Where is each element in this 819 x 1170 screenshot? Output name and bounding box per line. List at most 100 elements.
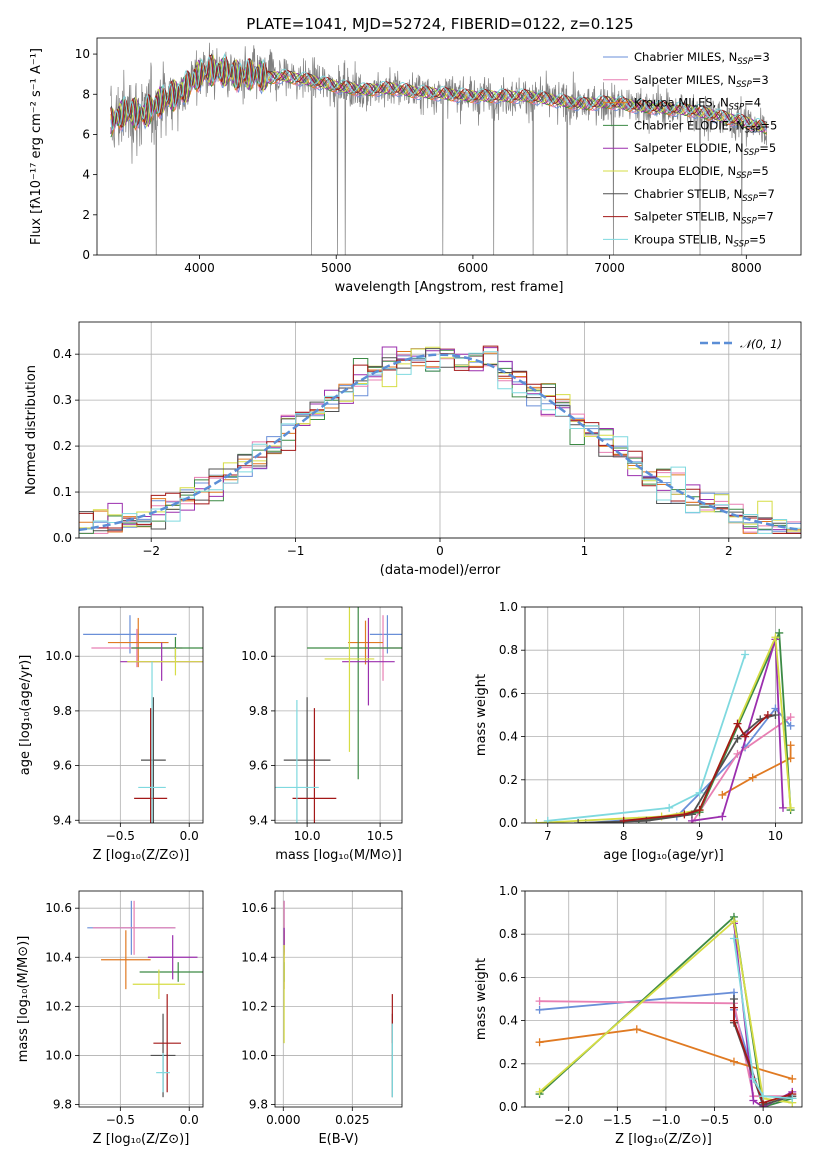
y-axis-label: Normed distribution bbox=[24, 365, 39, 495]
x-tick-label: 5000 bbox=[321, 261, 352, 275]
weight-marker bbox=[695, 806, 704, 815]
panel-age_vs_mass: 10.0 10.5 9.4 9.6 9.8 10.0 mass [log₁₀(M/M⊙)] bbox=[241, 606, 403, 863]
legend-label: 𝒩(0, 1) bbox=[740, 337, 782, 351]
y-axis-label: mass weight bbox=[474, 958, 489, 1040]
x-tick-label: 2 bbox=[725, 544, 733, 558]
x-tick-label: −2.0 bbox=[554, 1113, 583, 1127]
weight-marker bbox=[729, 1057, 738, 1066]
legend-label: Chabrier STELIB, NSSP=7 bbox=[634, 187, 775, 204]
weight-marker bbox=[535, 997, 544, 1006]
x-tick-label: −0.5 bbox=[106, 1113, 135, 1127]
y-tick-label: 9.8 bbox=[249, 1098, 268, 1112]
weight-marker bbox=[535, 1038, 544, 1047]
plot-area bbox=[110, 42, 768, 255]
x-tick-label: −0.5 bbox=[700, 1113, 729, 1127]
y-tick-label: 1.0 bbox=[499, 600, 518, 614]
weight-series bbox=[721, 745, 792, 796]
legend-label: Kroupa ELODIE, NSSP=5 bbox=[634, 164, 769, 181]
weight-marker bbox=[532, 819, 541, 823]
y-tick-label: 0 bbox=[82, 248, 90, 262]
plot-area bbox=[79, 345, 801, 538]
model-spectrum bbox=[110, 54, 768, 129]
y-tick-label: 0.2 bbox=[53, 439, 72, 453]
x-tick-label: −0.5 bbox=[106, 829, 135, 843]
y-tick-label: 9.8 bbox=[53, 1098, 72, 1112]
weight-marker bbox=[788, 1094, 797, 1103]
y-tick-label: 2 bbox=[82, 208, 90, 222]
weight-marker bbox=[729, 934, 738, 943]
y-tick-label: 0.0 bbox=[53, 531, 72, 545]
weight-marker bbox=[543, 816, 552, 823]
x-tick-label: 7 bbox=[544, 829, 552, 843]
x-tick-label: 1 bbox=[581, 544, 589, 558]
y-tick-label: 0.2 bbox=[499, 773, 518, 787]
weight-marker bbox=[535, 1005, 544, 1014]
weight-marker bbox=[535, 1087, 544, 1096]
weight-series bbox=[638, 632, 792, 822]
plot-area bbox=[275, 607, 402, 823]
y-tick-label: 10.0 bbox=[45, 649, 72, 663]
weight-series bbox=[691, 639, 784, 822]
weight-marker bbox=[680, 810, 689, 819]
y-tick-label: 0.1 bbox=[53, 485, 72, 499]
weight-marker bbox=[786, 741, 795, 750]
x-axis-label: Z [log₁₀(Z/Z⊙)] bbox=[93, 1132, 190, 1147]
weight-marker bbox=[729, 1016, 738, 1025]
weight-marker bbox=[775, 628, 784, 637]
y-tick-label: 4 bbox=[82, 168, 90, 182]
residual-histogram bbox=[79, 346, 801, 538]
weight-marker bbox=[788, 1074, 797, 1083]
y-tick-label: 0.0 bbox=[499, 816, 518, 830]
y-tick-label: 1.0 bbox=[499, 884, 518, 898]
weight-marker bbox=[718, 790, 727, 799]
weight-marker bbox=[729, 917, 738, 926]
y-tick-label: 10.6 bbox=[241, 901, 268, 915]
y-tick-label: 10.4 bbox=[45, 950, 72, 964]
weight-marker bbox=[749, 1074, 758, 1083]
x-tick-label: 10 bbox=[768, 829, 783, 843]
panel-residuals: −2 −1 0 1 2 0.0 0.1 0.2 0.3 0.4 (data-model)/error… bbox=[24, 321, 802, 578]
y-axis-label: age [log₁₀(age/yr)] bbox=[18, 655, 33, 776]
legend-label: Kroupa MILES, NSSP=4 bbox=[634, 96, 761, 113]
y-axis-label: mass weight bbox=[474, 674, 489, 756]
x-tick-label: 0.025 bbox=[335, 1113, 369, 1127]
legend-label: Kroupa STELIB, NSSP=5 bbox=[634, 232, 766, 249]
weight-marker bbox=[733, 734, 742, 743]
y-tick-label: 10.0 bbox=[241, 1048, 268, 1062]
x-tick-label: 0.000 bbox=[266, 1113, 300, 1127]
panel-spectrum: 4000 5000 6000 7000 8000 0 2 4 6 8 10 wavelength [A… bbox=[29, 37, 802, 295]
axes-frame bbox=[96, 37, 802, 256]
weight-marker bbox=[779, 803, 788, 812]
y-tick-label: 0.3 bbox=[53, 393, 72, 407]
y-axis-label: Flux [fλ10⁻¹⁷ erg cm⁻² s⁻¹ A⁻¹] bbox=[29, 48, 44, 245]
x-axis-label: age [log₁₀(age/yr)] bbox=[603, 848, 724, 863]
weight-series bbox=[733, 938, 793, 1100]
weight-marker bbox=[665, 803, 674, 812]
weight-marker bbox=[632, 1025, 641, 1034]
y-tick-label: 9.6 bbox=[249, 759, 268, 773]
model-spectrum bbox=[110, 53, 768, 130]
weight-marker bbox=[574, 819, 583, 823]
weight-marker bbox=[786, 803, 795, 812]
weight-series bbox=[585, 707, 792, 823]
plot-area bbox=[535, 912, 797, 1107]
y-tick-label: 0.6 bbox=[499, 686, 518, 700]
weight-marker bbox=[729, 995, 738, 1003]
y-tick-label: 10.0 bbox=[241, 649, 268, 663]
y-tick-label: 9.8 bbox=[53, 704, 72, 718]
x-tick-label: 0.0 bbox=[180, 1113, 199, 1127]
y-tick-label: 10.6 bbox=[45, 901, 72, 915]
x-tick-label: 0.0 bbox=[754, 1113, 773, 1127]
panel-mass_vs_Z: −0.5 0.0 9.8 10.0 10.2 10.4 10.6 Z [log₁₀(Z/Z⊙)… bbox=[16, 890, 204, 1147]
legend-label: Chabrier MILES, NSSP=3 bbox=[634, 50, 770, 67]
panel-age_vs_Z: −0.5 0.0 9.4 9.6 9.8 10.0 Z [log₁₀(Z/Z⊙)] age [… bbox=[18, 606, 204, 863]
axes-frame bbox=[274, 606, 403, 824]
weight-series bbox=[623, 714, 769, 822]
normal-curve bbox=[79, 353, 801, 532]
x-tick-label: 10.0 bbox=[294, 829, 321, 843]
x-tick-label: 10.5 bbox=[367, 829, 394, 843]
x-axis-label: (data-model)/error bbox=[380, 563, 501, 578]
weight-marker bbox=[729, 1003, 738, 1012]
y-tick-label: 6 bbox=[82, 127, 90, 141]
y-tick-label: 10.4 bbox=[241, 950, 268, 964]
